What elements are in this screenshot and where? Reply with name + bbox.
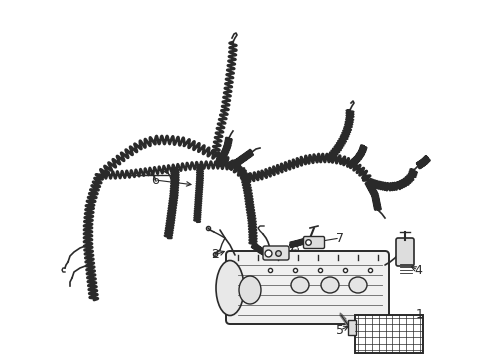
- FancyBboxPatch shape: [303, 237, 324, 248]
- Text: 1: 1: [415, 309, 423, 321]
- Ellipse shape: [290, 277, 308, 293]
- Ellipse shape: [320, 277, 338, 293]
- Text: 7: 7: [335, 231, 343, 244]
- Text: 3: 3: [290, 242, 298, 255]
- Text: 4: 4: [413, 264, 421, 276]
- Text: 2: 2: [211, 248, 219, 261]
- Ellipse shape: [348, 277, 366, 293]
- Text: 5: 5: [335, 324, 343, 337]
- Ellipse shape: [216, 261, 244, 315]
- Bar: [354, 315, 422, 353]
- FancyBboxPatch shape: [225, 251, 388, 324]
- Bar: [347, 320, 355, 335]
- Ellipse shape: [239, 276, 261, 304]
- Text: 6: 6: [151, 174, 159, 186]
- FancyBboxPatch shape: [263, 246, 288, 260]
- FancyBboxPatch shape: [395, 238, 413, 266]
